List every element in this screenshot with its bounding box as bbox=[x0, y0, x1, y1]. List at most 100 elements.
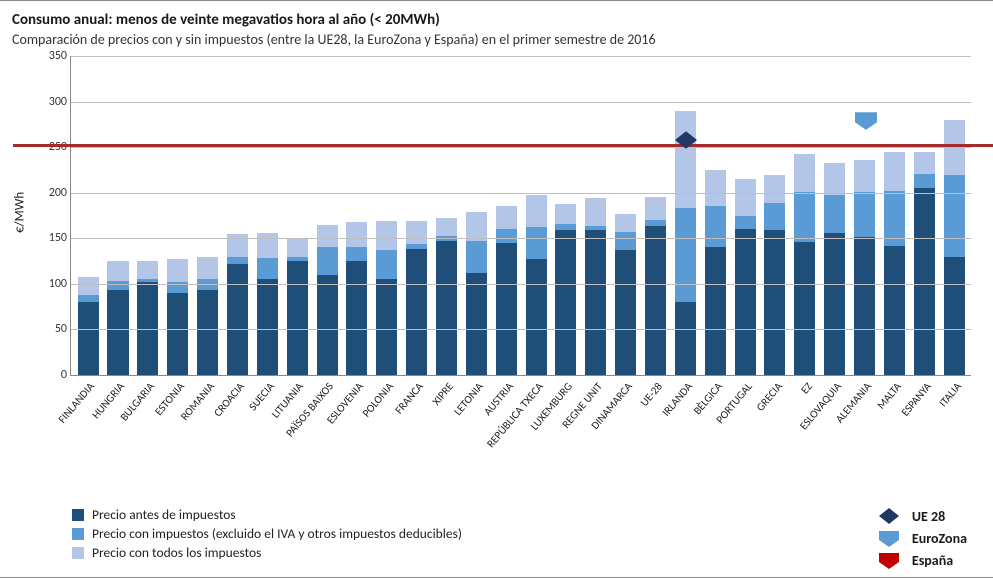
y-tick-label: 0 bbox=[31, 368, 67, 382]
bar-segment bbox=[346, 247, 367, 261]
bar-stack bbox=[526, 195, 547, 375]
bar-segment bbox=[287, 261, 308, 375]
y-tick-label: 150 bbox=[31, 231, 67, 245]
bar-stack bbox=[794, 154, 815, 375]
bar-slot bbox=[762, 56, 788, 375]
bar-stack bbox=[346, 222, 367, 375]
bar-segment bbox=[764, 230, 785, 375]
bar-segment bbox=[317, 247, 338, 274]
y-tick-label: 100 bbox=[31, 277, 67, 291]
legend-label: Precio con todos los impuestos bbox=[92, 544, 261, 561]
bar-segment bbox=[705, 170, 726, 206]
bar-segment bbox=[764, 175, 785, 202]
bar-segment bbox=[376, 221, 397, 250]
legend-swatch bbox=[72, 547, 84, 559]
legend-marker-icon bbox=[876, 528, 902, 548]
y-tick-label: 50 bbox=[31, 322, 67, 336]
chart-area: €/MWh 050100150200250300350 FINLANDIAHUN… bbox=[62, 56, 971, 436]
bar-slot bbox=[165, 56, 191, 375]
legend-marker-label: UE 28 bbox=[912, 508, 945, 525]
bar-stack bbox=[735, 179, 756, 375]
bar-segment bbox=[794, 242, 815, 375]
gridline bbox=[71, 238, 971, 239]
bar-slot bbox=[642, 56, 668, 375]
bar-segment bbox=[406, 221, 427, 244]
legend-item: Precio con todos los impuestos bbox=[72, 544, 462, 561]
bar-segment bbox=[257, 279, 278, 375]
bar-segment bbox=[317, 275, 338, 375]
legend-swatch bbox=[72, 528, 84, 540]
bar-segment bbox=[615, 250, 636, 375]
bar-segment bbox=[526, 227, 547, 259]
bar-stack bbox=[137, 261, 158, 375]
bar-stack bbox=[555, 204, 576, 375]
bar-segment bbox=[526, 259, 547, 375]
bar-segment bbox=[854, 192, 875, 238]
bar-segment bbox=[526, 195, 547, 227]
bar-segment bbox=[496, 229, 517, 243]
bar-stack bbox=[914, 152, 935, 375]
bar-segment bbox=[914, 188, 935, 375]
bar-stack bbox=[317, 225, 338, 375]
bar-segment bbox=[167, 259, 188, 282]
legend-marker-label: EuroZona bbox=[912, 530, 967, 547]
bar-segment bbox=[615, 214, 636, 232]
bar-segment bbox=[944, 175, 965, 257]
bar-slot bbox=[881, 56, 907, 375]
bar-segment bbox=[107, 281, 128, 290]
bar-segment bbox=[944, 257, 965, 375]
bar-stack bbox=[585, 198, 606, 375]
bar-stack bbox=[944, 120, 965, 375]
legend-label: Precio con impuestos (excluido el IVA y … bbox=[92, 525, 462, 542]
bar-segment bbox=[376, 279, 397, 375]
bar-slot bbox=[941, 56, 967, 375]
x-tick-label: ESPANYA bbox=[911, 376, 937, 436]
bar-segment bbox=[854, 160, 875, 192]
bar-segment bbox=[257, 233, 278, 259]
bar-slot bbox=[224, 56, 250, 375]
bar-segment bbox=[914, 152, 935, 175]
bar-segment bbox=[705, 247, 726, 375]
x-tick-label: ALEMANIA bbox=[851, 376, 877, 436]
bar-slot bbox=[792, 56, 818, 375]
gridline bbox=[71, 329, 971, 330]
bar-slot bbox=[75, 56, 101, 375]
bar-segment bbox=[824, 163, 845, 195]
bar-segment bbox=[555, 230, 576, 375]
legend-marker-label: España bbox=[912, 552, 953, 569]
bar-slot bbox=[284, 56, 310, 375]
bar-slot bbox=[911, 56, 937, 375]
bar-segment bbox=[735, 179, 756, 215]
bar-slot bbox=[523, 56, 549, 375]
reference-line bbox=[13, 144, 993, 147]
bar-segment bbox=[436, 241, 457, 375]
x-tick-label: FRANCA bbox=[403, 376, 429, 436]
bar-slot bbox=[374, 56, 400, 375]
bar-slot bbox=[672, 56, 698, 375]
marker-legend: UE 28 EuroZona España bbox=[876, 504, 967, 572]
bar-segment bbox=[496, 243, 517, 375]
legend-marker-item: EuroZona bbox=[876, 528, 967, 548]
bar-slot bbox=[821, 56, 847, 375]
bar-segment bbox=[794, 154, 815, 192]
bar-slot bbox=[612, 56, 638, 375]
series-legend: Precio antes de impuestos Precio con impu… bbox=[72, 504, 462, 572]
bar-segment bbox=[645, 226, 666, 375]
y-tick-label: 200 bbox=[31, 186, 67, 200]
x-tick-label: CROACIA bbox=[223, 376, 249, 436]
bar-stack bbox=[406, 221, 427, 375]
bar-stack bbox=[287, 238, 308, 375]
y-tick-label: 300 bbox=[31, 95, 67, 109]
bar-segment bbox=[167, 293, 188, 375]
gridline bbox=[71, 284, 971, 285]
bar-slot bbox=[254, 56, 280, 375]
bar-segment bbox=[884, 246, 905, 375]
bar-stack bbox=[764, 175, 785, 375]
bar-segment bbox=[705, 206, 726, 247]
legend-item: Precio antes de impuestos bbox=[72, 506, 462, 523]
bar-segment bbox=[107, 290, 128, 375]
bar-stack bbox=[78, 277, 99, 375]
gridline bbox=[71, 102, 971, 103]
x-tick-label: GRECIA bbox=[761, 376, 787, 436]
gridline bbox=[71, 56, 971, 57]
